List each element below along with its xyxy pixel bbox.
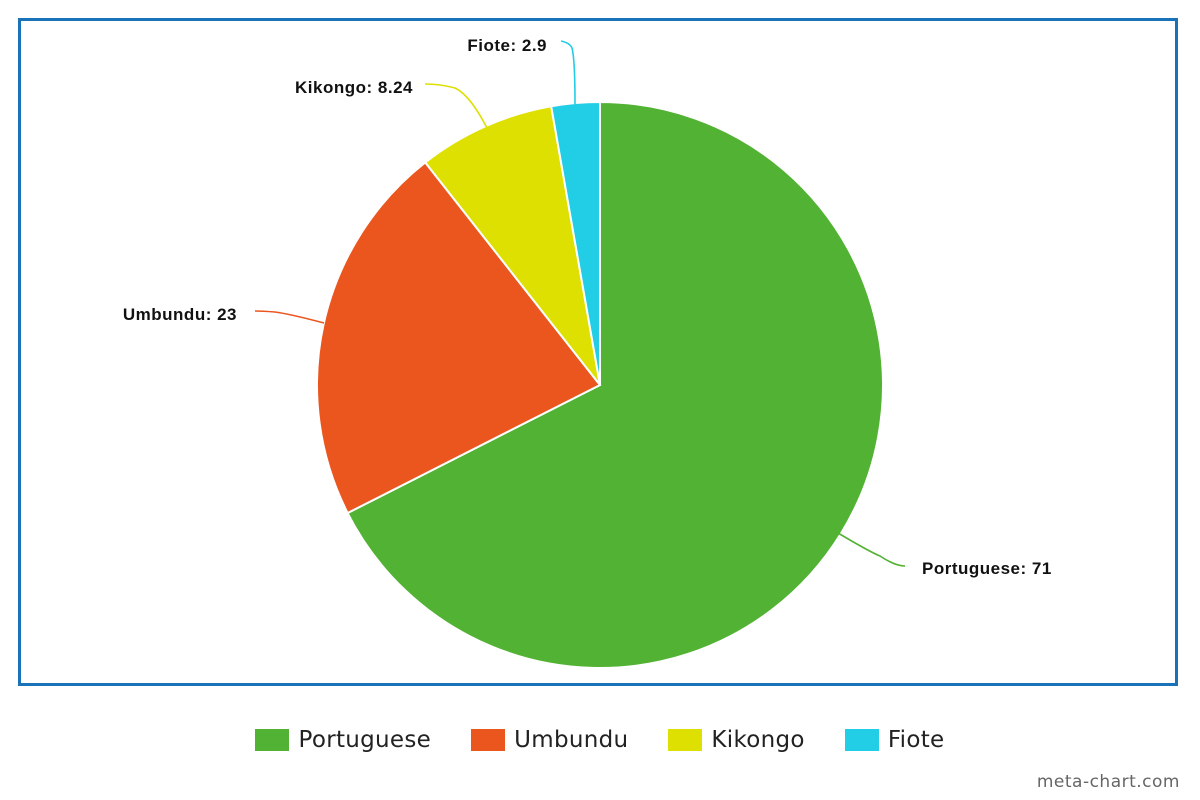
slice-label-kikongo: Kikongo: 8.24	[295, 78, 413, 97]
legend-item-umbundu[interactable]: Umbundu	[471, 727, 628, 753]
slice-label-fiote: Fiote: 2.9	[467, 36, 547, 55]
pie-slices	[316, 100, 884, 669]
slice-label-portuguese: Portuguese: 71	[922, 559, 1052, 578]
leader-line-kikongo	[424, 83, 488, 129]
legend-item-fiote[interactable]: Fiote	[844, 727, 945, 753]
slice-label-umbundu: Umbundu: 23	[123, 305, 237, 324]
legend-label-umbundu: Umbundu	[514, 727, 629, 753]
watermark: meta-chart.com	[1036, 772, 1180, 792]
slice-labels: Portuguese: 71 Umbundu: 23 Kikongo: 8.24 Fi…	[123, 36, 1052, 578]
legend-swatch-kikongo	[668, 729, 703, 751]
legend-label-fiote: Fiote	[887, 727, 945, 753]
legend-swatch-portuguese	[255, 729, 290, 751]
pie-slice-portuguese[interactable]	[346, 100, 884, 669]
legend-swatch-umbundu	[471, 729, 506, 751]
leader-line-fiote	[560, 40, 576, 105]
leader-line-umbundu	[254, 310, 325, 324]
legend-swatch-fiote	[844, 729, 879, 751]
legend-label-kikongo: Kikongo	[711, 727, 805, 753]
legend-label-portuguese: Portuguese	[298, 727, 432, 753]
leader-line-portuguese	[837, 532, 906, 567]
pie-slice-umbundu[interactable]	[316, 161, 602, 515]
leader-lines	[254, 40, 906, 567]
legend-item-kikongo[interactable]: Kikongo	[668, 727, 805, 753]
pie-slice-kikongo[interactable]	[423, 105, 601, 386]
legend-item-portuguese[interactable]: Portuguese	[255, 727, 431, 753]
legend: Portuguese Umbundu Kikongo Fiote	[0, 722, 1200, 758]
